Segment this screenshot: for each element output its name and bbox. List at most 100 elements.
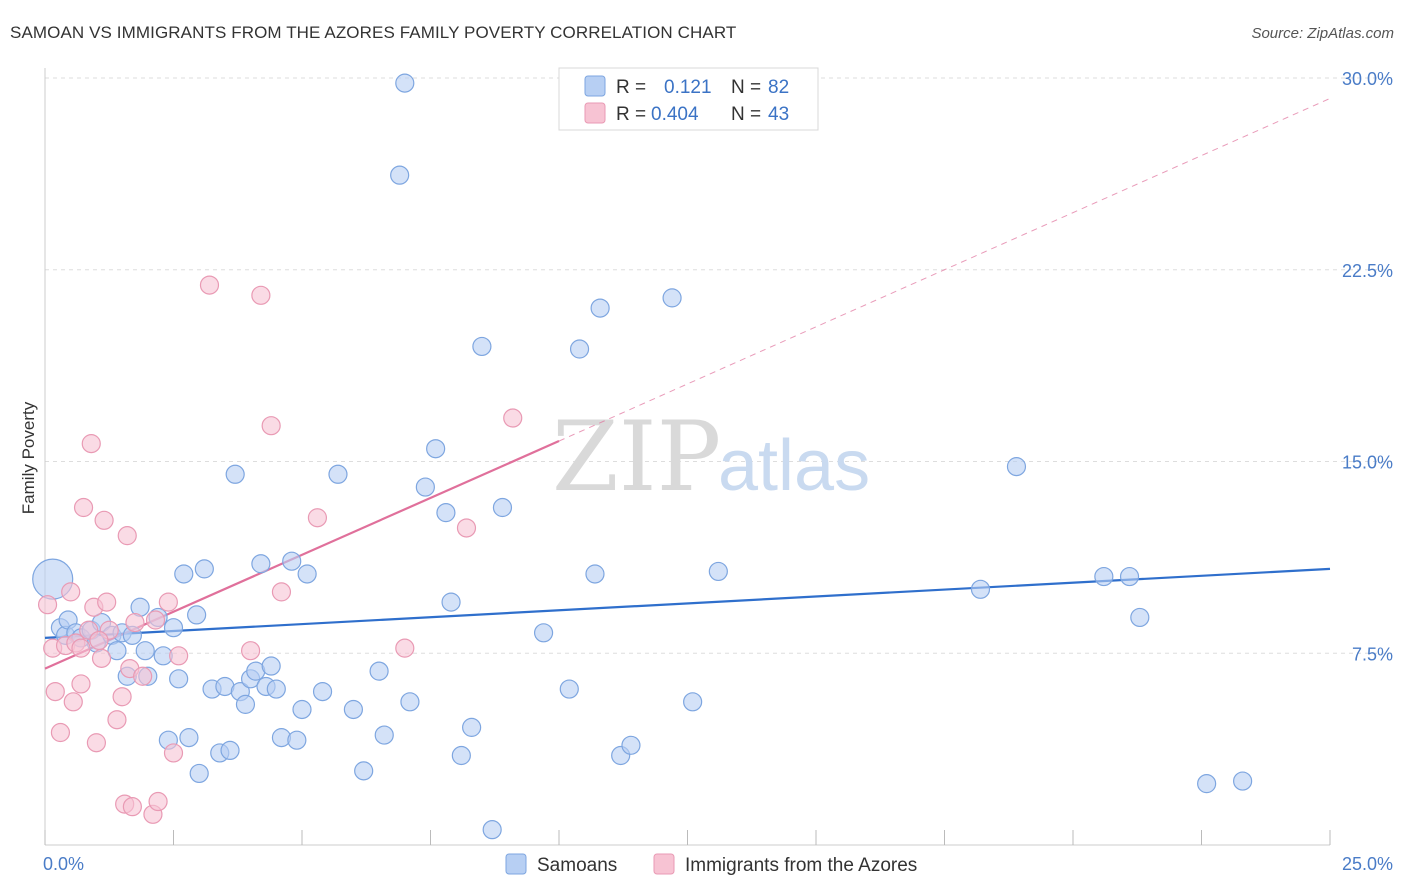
data-point-samoans — [662, 288, 682, 308]
y-tick-label: 22.5% — [1342, 261, 1393, 281]
data-point-samoans — [135, 641, 155, 661]
data-point-samoans — [261, 656, 281, 676]
data-point-azores — [71, 638, 91, 658]
data-point-samoans — [1233, 771, 1253, 791]
data-point-azores — [163, 743, 184, 763]
trend-extension-azores — [558, 97, 1331, 442]
data-point-samoans — [708, 561, 728, 582]
data-point-samoans — [251, 554, 271, 574]
data-point-azores — [107, 710, 127, 730]
data-point-samoans — [426, 439, 446, 459]
data-point-samoans — [174, 564, 194, 584]
data-point-azores — [395, 638, 415, 658]
data-point-samoans — [187, 605, 207, 625]
source-label: Source: ZipAtlas.com — [1251, 25, 1394, 42]
data-point-azores — [271, 582, 292, 602]
data-point-samoans — [369, 661, 389, 681]
data-point-azores — [503, 408, 523, 428]
data-point-azores — [145, 610, 166, 630]
data-point-samoans — [354, 761, 374, 781]
chart-title: SAMOAN VS IMMIGRANTS FROM THE AZORES FAM… — [10, 23, 737, 42]
series-legend-swatch-azores — [653, 853, 675, 875]
data-point-samoans — [107, 641, 127, 661]
data-point-azores — [133, 666, 153, 686]
data-point-samoans — [462, 717, 482, 737]
data-point-azores — [169, 646, 189, 666]
data-point-azores — [94, 510, 114, 530]
data-point-samoans — [194, 559, 214, 579]
x-tick-label: 25.0% — [1342, 854, 1393, 874]
data-point-samoans — [343, 699, 363, 720]
data-point-samoans — [400, 692, 420, 712]
data-point-samoans — [590, 298, 610, 318]
data-point-samoans — [472, 336, 492, 357]
data-point-samoans — [390, 165, 410, 185]
data-point-azores — [125, 612, 145, 633]
data-point-samoans — [533, 623, 554, 643]
legend-swatch-samoans — [584, 75, 606, 97]
data-point-azores — [45, 681, 65, 702]
data-point-samoans — [1197, 774, 1217, 794]
legend-n-label: N = — [731, 104, 761, 125]
data-point-samoans — [395, 73, 415, 93]
series-legend-label-azores: Immigrants from the Azores — [685, 855, 917, 876]
data-point-samoans — [220, 740, 240, 761]
data-point-samoans — [1119, 566, 1140, 587]
data-point-azores — [86, 733, 107, 753]
data-point-samoans — [312, 681, 333, 702]
data-point-azores — [63, 692, 83, 712]
data-point-azores — [50, 722, 71, 743]
series-legend-swatch-samoans — [505, 853, 527, 875]
data-point-samoans — [559, 679, 579, 699]
legend-r-value: 0.404 — [651, 104, 699, 125]
data-point-samoans — [569, 339, 590, 359]
data-point-azores — [81, 434, 101, 454]
data-point-azores — [71, 674, 91, 694]
data-point-samoans — [585, 564, 605, 584]
data-point-azores — [112, 687, 132, 707]
data-point-azores — [456, 518, 477, 538]
data-point-azores — [199, 275, 220, 295]
data-point-samoans — [179, 728, 199, 748]
data-point-azores — [307, 508, 328, 528]
legend-swatch-azores — [584, 102, 606, 124]
y-tick-label: 15.0% — [1342, 453, 1393, 473]
data-point-azores — [61, 582, 81, 602]
data-point-samoans — [482, 820, 502, 840]
data-point-samoans — [1006, 457, 1027, 477]
data-point-samoans — [374, 725, 394, 745]
data-point-samoans — [282, 551, 302, 571]
data-point-azores — [97, 592, 117, 612]
data-point-samoans — [235, 694, 256, 714]
legend-r-label: R = — [616, 77, 646, 98]
data-point-azores — [148, 791, 168, 812]
data-point-samoans — [225, 464, 245, 484]
watermark-zip: ZIP — [552, 401, 721, 513]
legend-r-label: R = — [616, 104, 646, 125]
data-point-samoans — [287, 730, 307, 750]
data-point-samoans — [441, 592, 461, 612]
data-point-samoans — [621, 735, 641, 755]
y-axis-label: Family Poverty — [19, 401, 38, 514]
correlation-legend: R = 0.121 N = 82 R = 0.404 N = 43 — [558, 67, 819, 131]
data-point-azores — [91, 648, 112, 668]
x-tick-label: 0.0% — [43, 854, 84, 874]
data-point-samoans — [492, 497, 513, 518]
axes — [44, 68, 1331, 846]
data-point-samoans — [292, 699, 312, 720]
y-tick-label: 7.5% — [1352, 644, 1393, 664]
data-point-samoans — [189, 763, 209, 784]
data-point-azores — [37, 595, 58, 615]
data-point-azores — [241, 641, 261, 661]
data-points — [32, 73, 1253, 840]
tick-labels: 7.5% 15.0% 22.5% 30.0% 0.0% 25.0% — [43, 69, 1393, 874]
watermark: ZIP atlas — [552, 401, 870, 513]
data-point-samoans — [451, 745, 471, 766]
data-point-azores — [251, 285, 271, 305]
legend-r-value: 0.121 — [664, 77, 712, 98]
data-point-samoans — [436, 503, 456, 523]
data-point-samoans — [328, 464, 348, 484]
data-point-samoans — [169, 669, 189, 689]
legend-n-value: 43 — [768, 104, 789, 125]
